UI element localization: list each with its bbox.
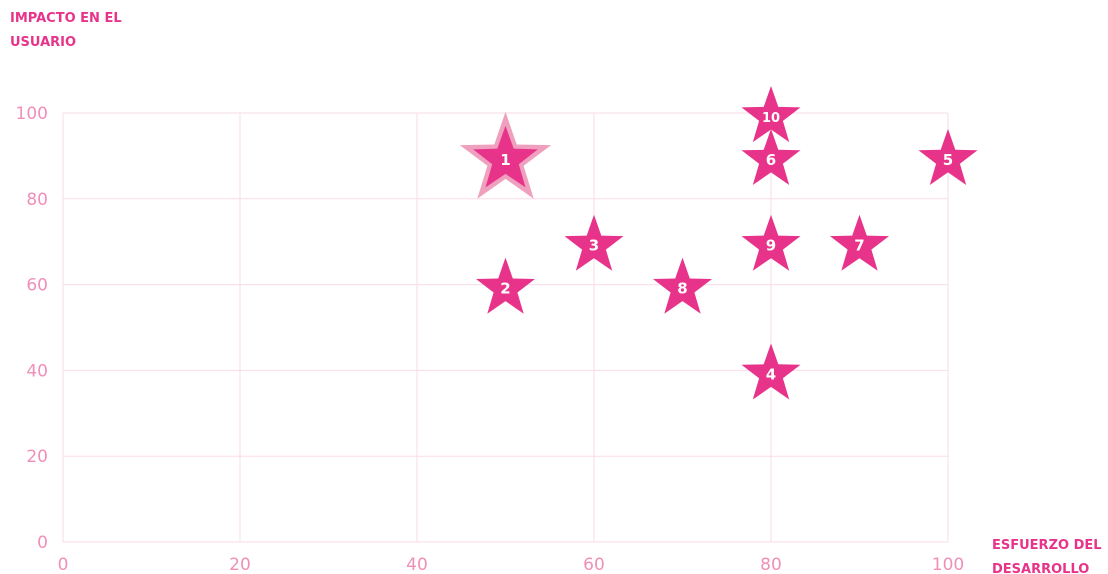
star-marker	[918, 128, 978, 185]
data-point-6: 6	[741, 128, 801, 185]
y-axis-title-line-2: USUARIO	[10, 35, 76, 50]
x-tick-label: 20	[229, 555, 251, 574]
star-marker	[476, 257, 535, 314]
star-marker	[741, 214, 801, 271]
data-point-7: 7	[830, 214, 889, 271]
data-point-4: 4	[741, 343, 801, 400]
data-points: 1 2 3 4 5 6 7 8 9 10	[459, 86, 978, 400]
star-marker	[473, 125, 538, 188]
data-point-9: 9	[741, 214, 801, 271]
y-tick-label: 40	[26, 361, 48, 381]
x-axis-title-line-1: ESFUERZO DEL	[992, 538, 1102, 553]
point-label: 2	[500, 280, 510, 298]
star-marker	[741, 343, 801, 400]
star-marker	[830, 214, 889, 271]
x-tick-label: 60	[583, 555, 605, 574]
tick-labels: 0 20 40 60 80 100 0 20 40 60 80 100	[16, 104, 965, 574]
point-label: 7	[854, 237, 864, 255]
x-axis-title: ESFUERZO DEL DESARROLLO	[992, 538, 1106, 574]
star-marker	[564, 214, 624, 271]
point-label: 3	[589, 237, 599, 255]
star-marker	[653, 257, 712, 314]
data-point-10: 10	[741, 86, 801, 143]
y-tick-label: 100	[16, 104, 48, 124]
data-point-5: 5	[918, 128, 978, 185]
point-label: 5	[943, 151, 953, 169]
star-marker	[741, 86, 801, 143]
point-label: 10	[762, 111, 780, 126]
y-tick-label: 80	[26, 190, 48, 210]
data-point-1: 1	[459, 111, 552, 199]
data-point-3: 3	[564, 214, 624, 271]
x-tick-label: 80	[760, 555, 782, 574]
grid	[62, 112, 949, 543]
y-tick-label: 20	[26, 447, 48, 467]
x-tick-label: 0	[58, 555, 69, 574]
x-axis-title-line-2: DESARROLLO	[992, 562, 1089, 574]
data-point-2: 2	[476, 257, 535, 314]
y-axis-title: IMPACTO EN EL USUARIO	[10, 11, 126, 50]
point-label: 1	[500, 151, 510, 169]
x-tick-label: 100	[932, 555, 964, 574]
point-label: 9	[766, 237, 776, 255]
y-tick-label: 60	[26, 276, 48, 296]
point-label: 4	[766, 365, 776, 383]
point-label: 8	[677, 280, 687, 298]
point-label: 6	[766, 151, 776, 169]
star-marker	[741, 128, 801, 185]
x-tick-label: 40	[406, 555, 428, 574]
y-tick-label: 0	[37, 533, 48, 553]
data-point-8: 8	[653, 257, 712, 314]
y-axis-title-line-1: IMPACTO EN EL	[10, 11, 122, 26]
